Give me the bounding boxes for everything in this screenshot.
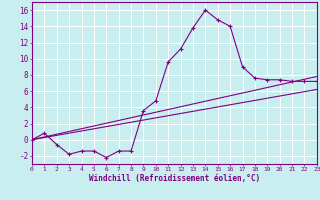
X-axis label: Windchill (Refroidissement éolien,°C): Windchill (Refroidissement éolien,°C) xyxy=(89,174,260,183)
